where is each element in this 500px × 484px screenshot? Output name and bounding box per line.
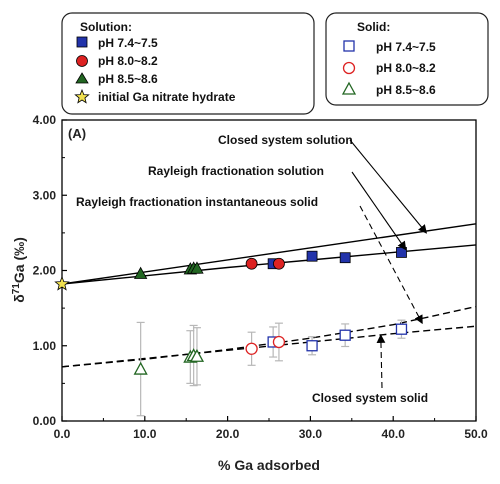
y-tick-label: 1.00 <box>33 339 57 353</box>
legend-solution-entry-4: initial Ga nitrate hydrate <box>98 90 236 104</box>
legend-solution-circle-marker <box>76 55 88 67</box>
legend-solution-box <box>61 12 315 115</box>
panel-label: (A) <box>68 126 86 141</box>
data-point-triangle <box>133 361 148 375</box>
legend-solution-title: Solution: <box>80 20 132 34</box>
y-axis-label-rest: Ga (‰) <box>11 237 27 283</box>
legend-solid-entry-3: pH 8.5~8.6 <box>376 83 436 97</box>
y-axis-label-superscript: 71 <box>11 283 22 295</box>
data-point-square <box>395 323 408 335</box>
x-tick-label: 20.0 <box>216 427 240 441</box>
data-point-square <box>306 340 318 352</box>
data-point-circle <box>245 257 258 270</box>
data-point-circle <box>245 342 258 355</box>
annotation-label-1: Rayleigh fractionation solution <box>148 164 324 178</box>
legend-solid-entry-2: pH 8.0~8.2 <box>376 61 436 75</box>
x-tick-label: 10.0 <box>133 427 157 441</box>
legend-solid: Solid: pH 7.4~7.5 pH 8.0~8.2 pH 8.5~8.6 <box>325 12 489 106</box>
x-axis-label: % Ga adsorbed <box>218 457 320 473</box>
x-tick-label: 40.0 <box>382 427 406 441</box>
curve-annotations: Closed system solution Rayleigh fractiona… <box>76 133 428 405</box>
legend-star-marker <box>74 88 90 104</box>
legend-solution-entry-2: pH 8.0~8.2 <box>98 54 158 68</box>
y-tick-label: 2.00 <box>33 264 57 278</box>
annotation-arrow-0 <box>349 139 428 234</box>
data-point-circle <box>272 335 286 349</box>
legend-solid-triangle-marker <box>341 81 357 95</box>
x-tick-label: 0.0 <box>54 427 71 441</box>
y-tick-label: 4.00 <box>33 113 57 127</box>
legend-solid-entry-1: pH 7.4~7.5 <box>376 40 436 54</box>
data-point-triangle <box>133 266 148 279</box>
y-tick-label: 0.00 <box>33 414 57 428</box>
axis-ticks: 0.0 10.0 20.0 30.0 40.0 50.0 0.00 1.00 2.00 3.00 4… <box>33 113 488 441</box>
legend-solution-entry-3: pH 8.5~8.6 <box>98 72 158 86</box>
legend-solution-entry-1: pH 7.4~7.5 <box>98 36 158 50</box>
annotation-label-0: Closed system solution <box>218 133 353 147</box>
legend-solution: Solution: pH 7.4~7.5 pH 8.0~8.2 pH 8.5~8… <box>61 12 315 115</box>
data-point-square <box>306 250 318 262</box>
data-point-triangle <box>190 261 204 274</box>
legend-solution-triangle-marker <box>75 72 89 84</box>
y-tick-label: 3.00 <box>33 188 57 202</box>
y-axis-label-delta: δ <box>11 294 27 303</box>
annotation-arrow-2 <box>359 205 423 325</box>
model-curve-3 <box>61 305 477 368</box>
y-axis-label: δ71Ga (‰) <box>11 237 27 303</box>
annotation-arrow-3 <box>376 334 386 389</box>
legend-solid-title: Solid: <box>357 20 390 34</box>
x-tick-label: 50.0 <box>464 427 488 441</box>
x-tick-label: 30.0 <box>299 427 323 441</box>
data-points <box>54 247 408 375</box>
annotation-label-2: Rayleigh fractionation instantaneous sol… <box>76 195 318 209</box>
data-point-triangle <box>189 348 205 362</box>
model-curve-0 <box>61 223 477 285</box>
annotation-label-3: Closed system solid <box>312 391 428 405</box>
data-point-square <box>339 329 351 341</box>
legend-solid-square-marker <box>343 40 355 52</box>
data-point-star <box>54 275 70 291</box>
legend-solution-square-marker <box>76 36 88 48</box>
annotation-arrow-1 <box>351 171 407 251</box>
legend-solid-box <box>325 12 489 106</box>
data-point-circle <box>273 257 285 270</box>
legend-solid-circle-marker <box>342 61 356 75</box>
data-point-square <box>339 252 351 264</box>
